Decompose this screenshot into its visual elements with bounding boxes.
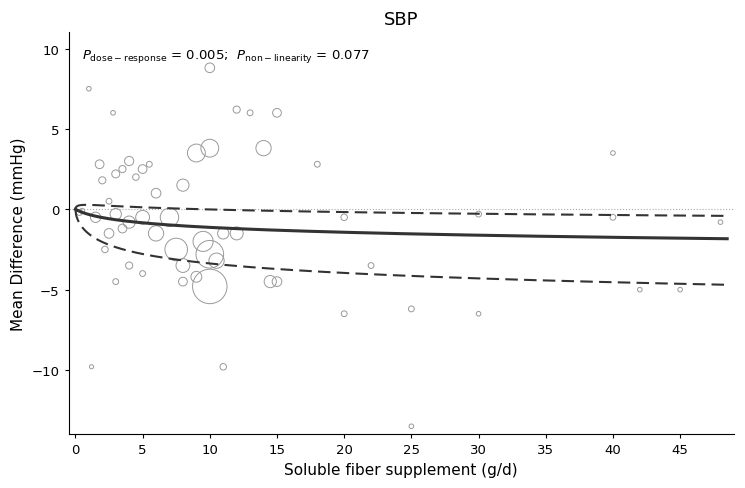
- Point: [365, 262, 377, 270]
- Point: [123, 262, 135, 270]
- Point: [177, 262, 189, 270]
- Point: [89, 214, 101, 222]
- Point: [271, 278, 283, 286]
- Point: [191, 150, 203, 158]
- Point: [204, 145, 216, 153]
- Text: $P_{\mathregular{dose-response}}$ = 0.005;  $P_{\mathregular{non-linearity}}$ = : $P_{\mathregular{dose-response}}$ = 0.00…: [82, 47, 370, 64]
- Point: [258, 145, 270, 153]
- Point: [123, 219, 135, 226]
- Point: [171, 246, 183, 254]
- Point: [116, 225, 128, 233]
- Point: [110, 211, 121, 219]
- Point: [191, 273, 203, 281]
- Point: [338, 310, 350, 318]
- Point: [177, 182, 189, 190]
- Point: [123, 158, 135, 165]
- Point: [103, 198, 115, 206]
- Point: [218, 230, 229, 238]
- Point: [244, 110, 256, 118]
- Point: [110, 278, 121, 286]
- Point: [674, 286, 686, 294]
- Point: [405, 305, 417, 313]
- Point: [607, 150, 619, 158]
- Point: [204, 65, 216, 73]
- Point: [116, 166, 128, 174]
- Point: [472, 310, 484, 318]
- Point: [607, 214, 619, 222]
- Point: [634, 286, 646, 294]
- Point: [197, 238, 209, 246]
- Point: [143, 161, 155, 169]
- Point: [136, 214, 148, 222]
- Point: [204, 251, 216, 259]
- Point: [264, 278, 276, 286]
- Point: [76, 207, 88, 215]
- Point: [405, 423, 417, 430]
- Point: [231, 230, 243, 238]
- Point: [130, 174, 142, 182]
- Y-axis label: Mean Difference (mmHg): Mean Difference (mmHg): [11, 137, 26, 330]
- Point: [96, 177, 108, 185]
- Point: [472, 211, 484, 219]
- Point: [136, 166, 148, 174]
- Point: [94, 161, 106, 169]
- Point: [714, 219, 726, 226]
- Point: [107, 110, 119, 118]
- Point: [86, 363, 98, 371]
- Point: [110, 171, 121, 179]
- Point: [74, 209, 86, 217]
- Point: [99, 246, 111, 254]
- Point: [103, 230, 115, 238]
- Point: [271, 110, 283, 118]
- Title: SBP: SBP: [384, 11, 419, 29]
- Point: [136, 270, 148, 278]
- Point: [150, 190, 162, 198]
- Point: [150, 230, 162, 238]
- Point: [163, 214, 175, 222]
- Point: [83, 85, 95, 93]
- Point: [311, 161, 323, 169]
- Point: [211, 257, 223, 265]
- Point: [231, 106, 243, 114]
- X-axis label: Soluble fiber supplement (g/d): Soluble fiber supplement (g/d): [285, 462, 518, 477]
- Point: [177, 278, 189, 286]
- Point: [338, 214, 350, 222]
- Point: [204, 283, 216, 291]
- Point: [218, 363, 229, 371]
